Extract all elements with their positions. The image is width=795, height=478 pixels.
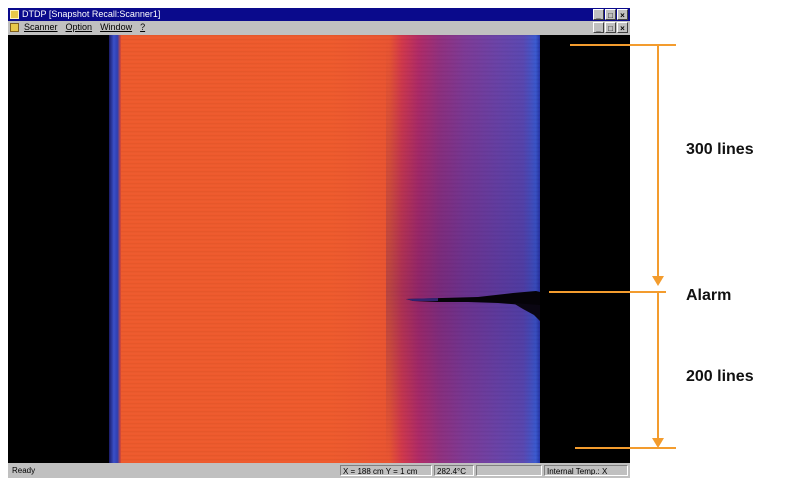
alarm-gap-edge — [406, 298, 438, 301]
window-title: DTDP [Snapshot Recall:Scanner1] — [22, 9, 161, 19]
status-empty-cell — [476, 465, 542, 476]
doc-close-icon[interactable]: × — [617, 22, 628, 33]
thermal-scan-image[interactable] — [8, 35, 630, 463]
restore-icon[interactable]: □ — [605, 9, 616, 20]
document-icon[interactable] — [10, 23, 19, 32]
scan-edge-left — [109, 35, 121, 463]
doc-restore-icon[interactable]: □ — [605, 22, 616, 33]
alarm-gap-tail — [513, 303, 540, 321]
app-icon[interactable] — [10, 10, 19, 19]
bottom-arrow-icon — [652, 438, 664, 448]
menu-scanner[interactable]: Scanner — [24, 22, 58, 32]
close-icon[interactable]: × — [617, 9, 628, 20]
status-coordinates: X = 188 cm Y = 1 cm — [340, 465, 432, 476]
document-controls: _ □ × — [593, 22, 628, 33]
label-300-lines: 300 lines — [686, 141, 754, 158]
menu-bar: Scanner Option Window ? _ □ × — [8, 21, 630, 34]
menu-option[interactable]: Option — [65, 22, 93, 32]
alarm-defect-mark — [406, 291, 540, 321]
scan-heat-band — [121, 35, 540, 463]
scanner-app-window: DTDP [Snapshot Recall:Scanner1] _ □ × Sc… — [8, 8, 630, 478]
status-bar: Ready X = 188 cm Y = 1 cm 282.4°C Intern… — [8, 463, 630, 478]
alarm-gap-shape — [406, 291, 540, 313]
menu-window[interactable]: Window — [100, 22, 133, 32]
minimize-icon[interactable]: _ — [593, 9, 604, 20]
window-controls: _ □ × — [593, 9, 628, 20]
top-arrow-icon — [652, 276, 664, 286]
label-alarm: Alarm — [686, 287, 732, 304]
label-200-lines: 200 lines — [686, 368, 754, 385]
status-ready: Ready — [12, 466, 36, 475]
menu-help[interactable]: ? — [140, 22, 146, 32]
title-bar[interactable]: DTDP [Snapshot Recall:Scanner1] _ □ × — [8, 8, 630, 21]
doc-minimize-icon[interactable]: _ — [593, 22, 604, 33]
menu-items: Scanner Option Window ? — [24, 21, 145, 34]
status-temperature: 282.4°C — [434, 465, 474, 476]
status-internal-temp: Internal Temp.: X — [544, 465, 628, 476]
